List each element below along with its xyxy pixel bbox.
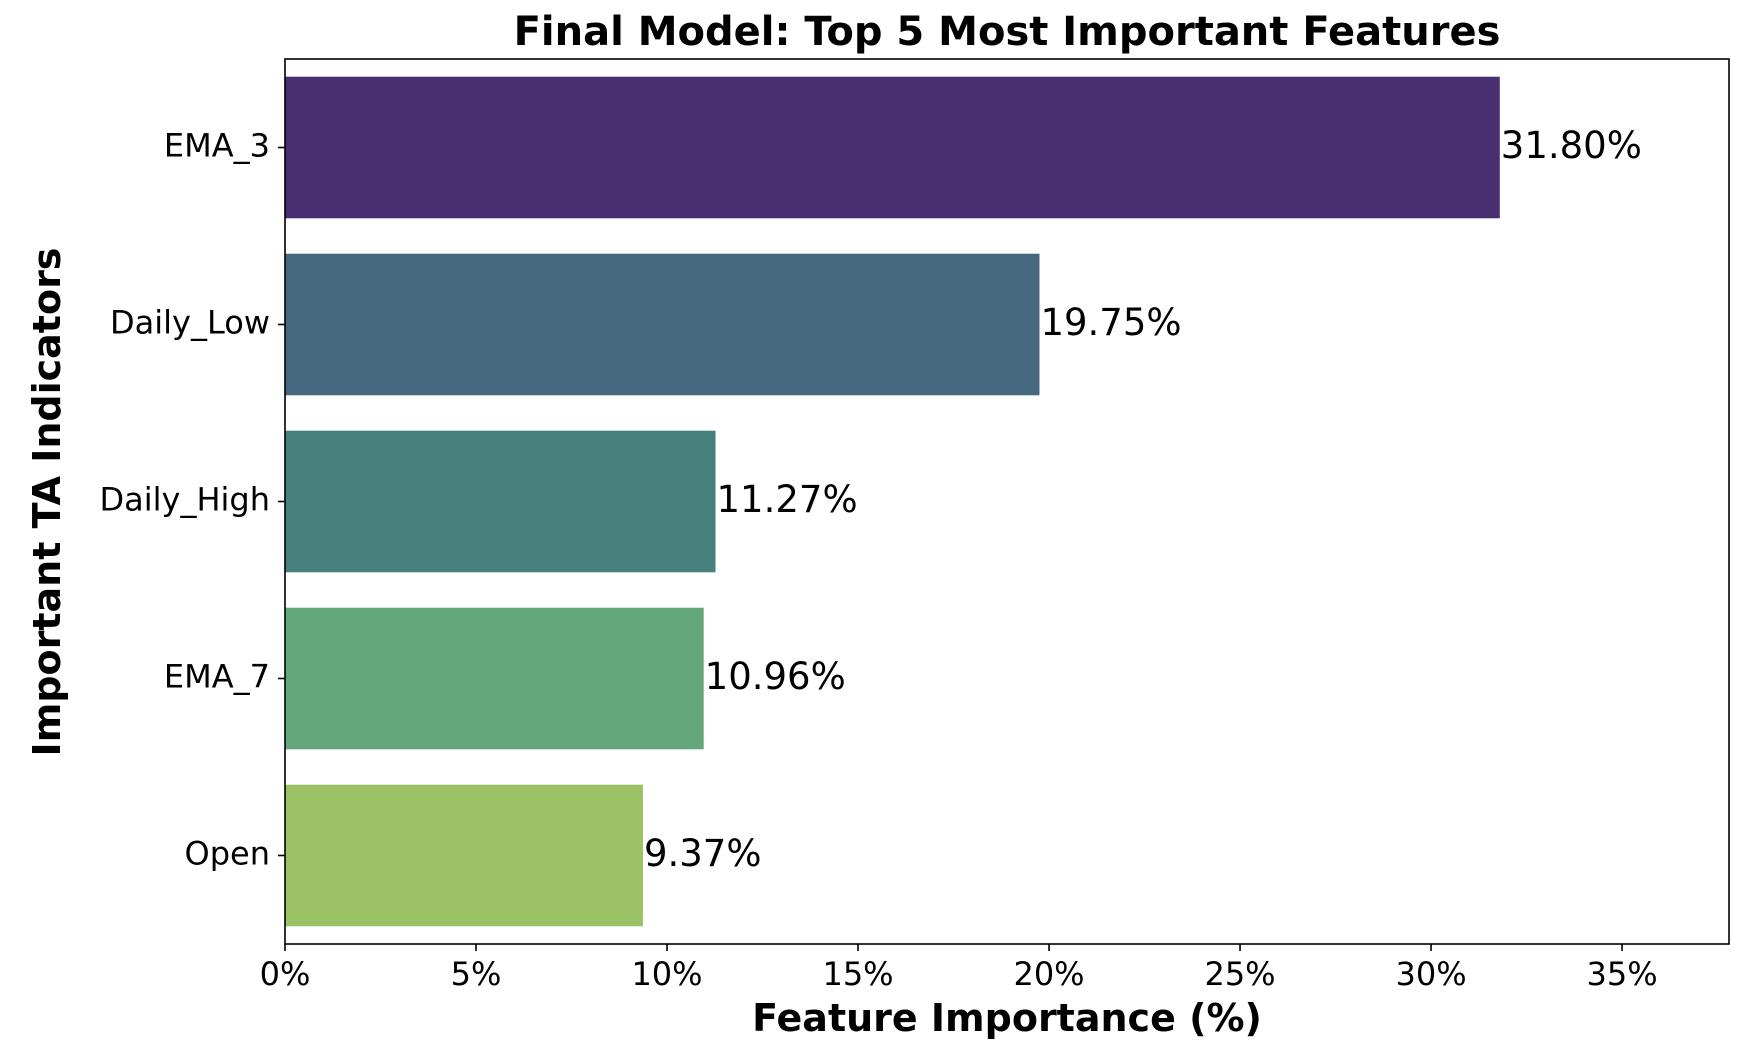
plot-frame [284,58,1730,945]
x-tick-label: 20% [1013,955,1084,993]
y-axis-label: Important TA Indicators [25,248,69,757]
x-tick-label: 25% [1204,955,1275,993]
y-tick-label: Daily_Low [110,304,270,342]
data-labels-group: 31.80% 19.75% 11.27% 10.96% 9.37% [644,124,1642,875]
y-tick-label: EMA_7 [164,658,270,696]
bar-daily-high [285,430,716,573]
chart-title: Final Model: Top 5 Most Important Featur… [514,9,1501,55]
data-label: 31.80% [1501,124,1642,167]
bar-ema-3 [285,76,1500,219]
y-tick-label: Open [185,835,270,873]
x-tick-label: 0% [260,955,311,993]
bars-group [285,76,1500,927]
x-axis-label: Feature Importance (%) [752,996,1262,1040]
x-axis-ticks: 0% 5% 10% 15% 20% 25% 30% 35% [260,944,1658,993]
x-tick-label: 5% [451,955,502,993]
y-axis-ticks: EMA_3 Daily_Low Daily_High EMA_7 Open [99,127,285,873]
x-tick-label: 10% [631,955,702,993]
bar-daily-low [285,253,1040,396]
data-label: 11.27% [717,478,858,521]
x-tick-label: 35% [1586,955,1657,993]
y-tick-label: Daily_High [99,481,270,519]
bar-ema-7 [285,607,704,750]
data-label: 10.96% [705,655,846,698]
data-label: 9.37% [644,832,762,875]
x-tick-label: 15% [822,955,893,993]
data-label: 19.75% [1040,301,1181,344]
bar-open [285,784,643,927]
y-tick-label: EMA_3 [164,127,270,165]
x-tick-label: 30% [1395,955,1466,993]
